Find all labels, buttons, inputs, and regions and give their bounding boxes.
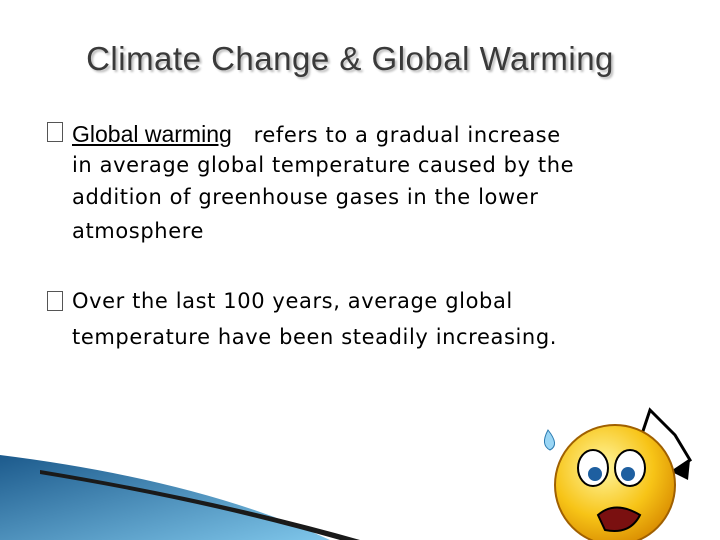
swoosh-line bbox=[40, 470, 360, 540]
swoosh bbox=[0, 455, 330, 540]
bullet-line: atmosphere bbox=[72, 219, 204, 243]
bullet-line: in average global temperature caused by … bbox=[72, 153, 575, 177]
bullet-marker bbox=[47, 122, 63, 142]
smiley bbox=[544, 407, 693, 540]
bullet-line: Global warming refers to a gradual incre… bbox=[72, 118, 561, 151]
bullet-marker bbox=[47, 291, 63, 311]
bullet-line: Over the last 100 years, average global bbox=[72, 289, 513, 313]
bullet-line: addition of greenhouse gases in the lowe… bbox=[72, 185, 539, 209]
slide-title: Climate Change & Global Warming bbox=[86, 40, 614, 77]
bullet-line: temperature have been steadily increasin… bbox=[72, 325, 558, 349]
term: Global warming bbox=[72, 121, 232, 147]
text: refers to a gradual increase bbox=[253, 123, 561, 147]
